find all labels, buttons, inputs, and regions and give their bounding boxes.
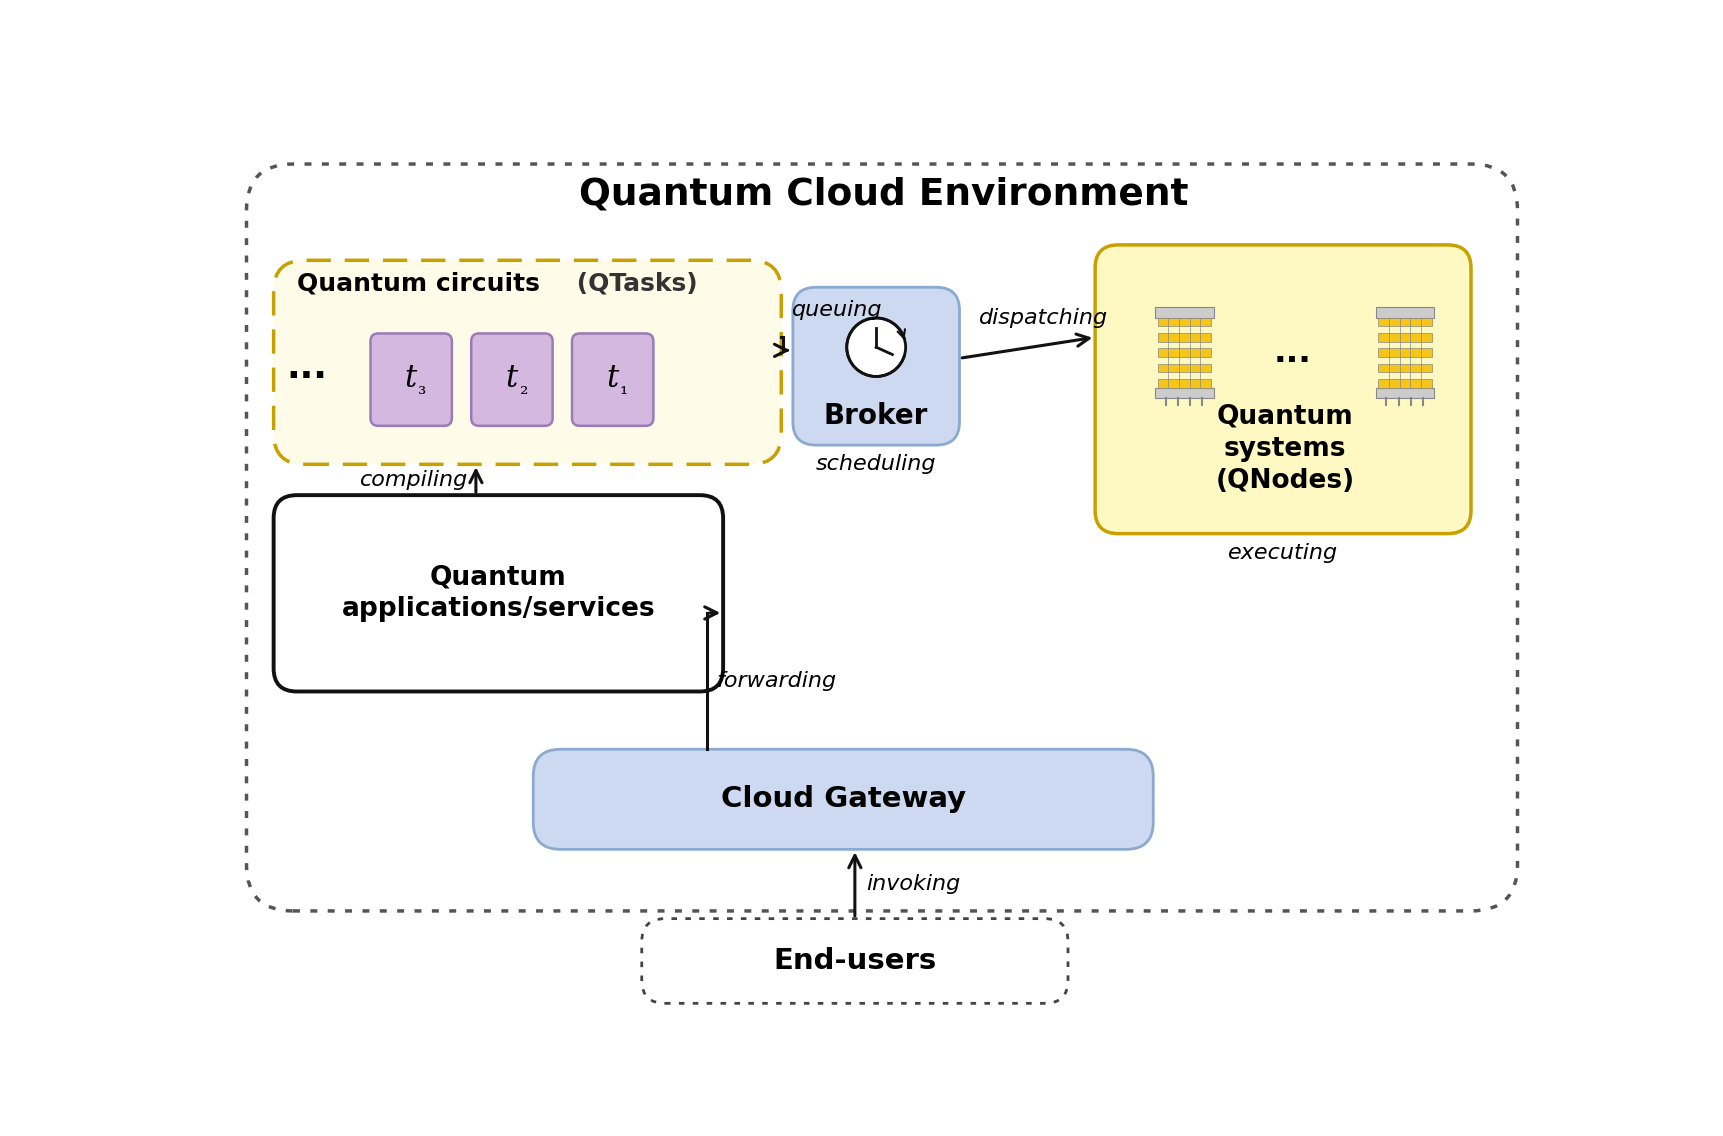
Bar — [1154, 387, 1213, 399]
FancyBboxPatch shape — [370, 334, 451, 426]
Bar — [1154, 307, 1213, 318]
FancyBboxPatch shape — [793, 287, 960, 445]
Text: (QTasks): (QTasks) — [569, 272, 698, 295]
Bar — [1375, 387, 1434, 399]
Text: ₃: ₃ — [419, 379, 426, 399]
Text: forwarding: forwarding — [715, 671, 836, 691]
Text: Quantum
systems
(QNodes): Quantum systems (QNodes) — [1215, 404, 1354, 494]
Bar — [1156, 379, 1210, 387]
FancyBboxPatch shape — [274, 260, 781, 465]
FancyBboxPatch shape — [1094, 245, 1470, 534]
FancyBboxPatch shape — [274, 495, 722, 692]
Bar — [1378, 318, 1430, 326]
Text: End-users: End-users — [774, 947, 936, 975]
Text: Quantum
applications/services: Quantum applications/services — [341, 565, 655, 623]
Text: queuing: queuing — [791, 300, 882, 320]
FancyBboxPatch shape — [532, 750, 1153, 850]
Bar — [1375, 307, 1434, 318]
Text: Quantum Cloud Environment: Quantum Cloud Environment — [579, 177, 1187, 212]
Text: Broker: Broker — [824, 402, 929, 429]
Bar — [1156, 318, 1210, 326]
Bar — [1378, 349, 1430, 357]
Text: scheduling: scheduling — [815, 454, 936, 475]
Bar — [1378, 364, 1430, 373]
FancyBboxPatch shape — [572, 334, 653, 426]
Text: ₂: ₂ — [519, 379, 527, 399]
FancyBboxPatch shape — [470, 334, 553, 426]
Text: invoking: invoking — [867, 874, 960, 894]
Text: executing: executing — [1227, 543, 1337, 563]
Bar — [1156, 333, 1210, 342]
FancyBboxPatch shape — [641, 919, 1067, 1003]
Circle shape — [846, 318, 905, 376]
Text: ...: ... — [286, 351, 327, 385]
Text: Cloud Gateway: Cloud Gateway — [720, 785, 965, 813]
Text: t: t — [505, 362, 517, 393]
Text: Quantum circuits: Quantum circuits — [296, 272, 539, 295]
Text: ...: ... — [1273, 336, 1311, 369]
FancyBboxPatch shape — [246, 164, 1516, 911]
Bar — [1156, 349, 1210, 357]
Text: compiling: compiling — [360, 470, 467, 490]
Text: t: t — [606, 362, 619, 393]
Bar — [1378, 333, 1430, 342]
Bar — [1378, 379, 1430, 387]
Text: t: t — [405, 362, 417, 393]
Text: ₁: ₁ — [620, 379, 627, 399]
Bar — [1156, 364, 1210, 373]
Text: dispatching: dispatching — [979, 308, 1108, 328]
